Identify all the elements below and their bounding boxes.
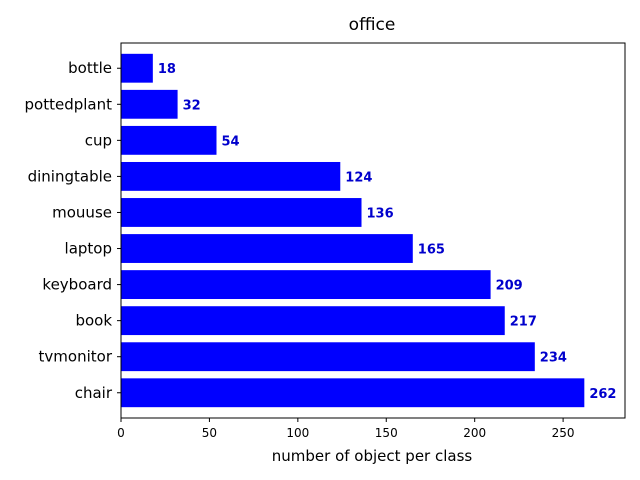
bar-bottle: [121, 53, 153, 83]
category-label-diningtable: diningtable: [28, 167, 112, 185]
data-label-tvmonitor: 234: [540, 351, 567, 366]
category-label-chair: chair: [75, 384, 113, 402]
data-label-chair: 262: [589, 387, 616, 402]
axes-layer: bottle pottedplant cup diningtable mouuse lap…: [25, 42, 626, 440]
plot-frame: [120, 42, 626, 419]
data-label-pottedplant: 32: [183, 98, 201, 113]
bar-book: [121, 306, 505, 336]
data-label-diningtable: 124: [345, 170, 372, 185]
category-label-laptop: laptop: [65, 240, 112, 258]
bar-laptop: [121, 234, 413, 263]
category-label-tvmonitor: tvmonitor: [39, 348, 113, 366]
category-label-mouuse: mouuse: [52, 203, 112, 221]
bar-diningtable: [121, 161, 341, 191]
data-label-keyboard: 209: [496, 279, 523, 294]
category-label-bottle: bottle: [68, 59, 112, 77]
category-label-pottedplant: pottedplant: [25, 95, 113, 113]
data-label-laptop: 165: [418, 243, 445, 258]
bars-layer: 18 32 54 124 136 165 209 217 234 262: [121, 53, 616, 408]
bar-chair: [121, 378, 585, 408]
data-label-bottle: 18: [158, 62, 176, 77]
bar-cup: [121, 125, 217, 155]
category-label-cup: cup: [85, 131, 112, 149]
category-label-book: book: [75, 312, 112, 330]
data-label-cup: 54: [221, 134, 239, 149]
data-label-book: 217: [510, 315, 537, 330]
data-label-mouuse: 136: [367, 206, 394, 221]
x-tick-label: 200: [463, 426, 486, 440]
bar-pottedplant: [121, 89, 178, 119]
x-axis-label: number of object per class: [272, 447, 473, 465]
chart-title: office: [349, 15, 396, 35]
x-tick-label: 150: [375, 426, 398, 440]
x-tick-label: 0: [117, 426, 125, 440]
category-label-keyboard: keyboard: [42, 276, 112, 294]
x-tick-label: 250: [552, 426, 575, 440]
bar-mouuse: [121, 198, 362, 227]
bar-tvmonitor: [121, 342, 535, 372]
x-tick-label: 100: [286, 426, 309, 440]
x-tick-label: 50: [202, 426, 217, 440]
bar-keyboard: [121, 270, 491, 300]
